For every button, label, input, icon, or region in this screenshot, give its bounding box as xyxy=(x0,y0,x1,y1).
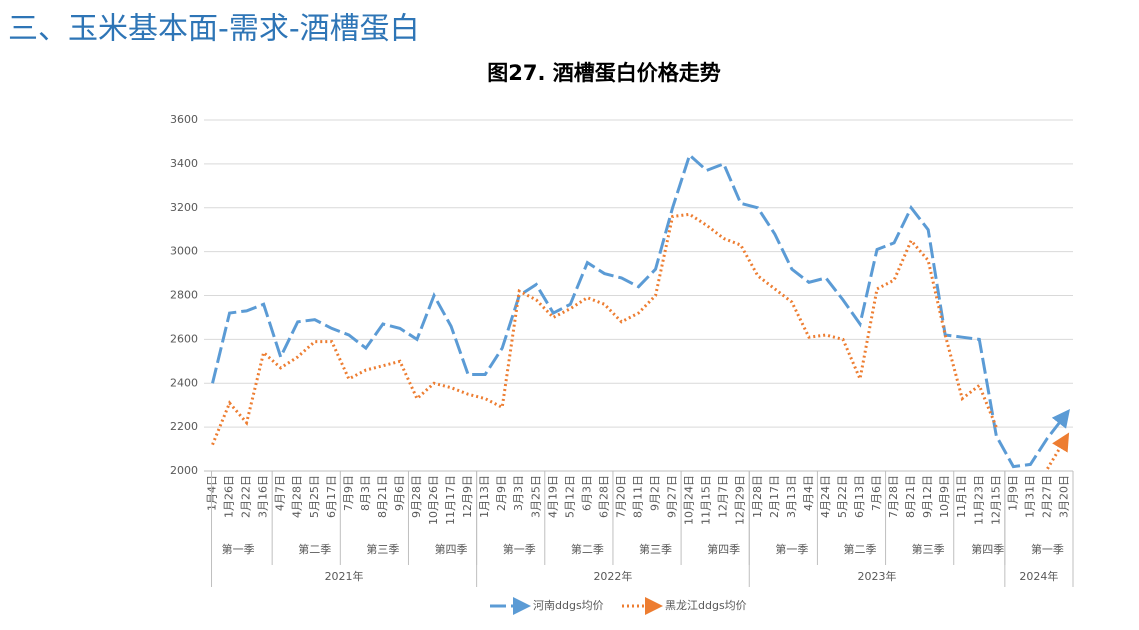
y-tick-label: 3000 xyxy=(170,245,198,258)
x-tick-label: 10月24日 xyxy=(683,475,696,525)
x-tick-label: 6月28日 xyxy=(597,475,610,518)
year-label: 2023年 xyxy=(858,569,897,583)
x-tick-label: 7月20日 xyxy=(614,475,627,518)
year-label: 2024年 xyxy=(1019,569,1058,583)
legend-label: 黑龙江ddgs均价 xyxy=(665,599,747,612)
x-tick-label: 10月26日 xyxy=(427,475,440,525)
x-tick-label: 4月7日 xyxy=(274,475,287,511)
year-label: 2022年 xyxy=(593,569,632,583)
x-tick-label: 4月24日 xyxy=(819,475,832,518)
x-tick-label: 11月23日 xyxy=(972,475,985,525)
x-tick-label: 11月17日 xyxy=(444,475,457,525)
series-line xyxy=(211,152,1071,469)
quarter-label: 第二季 xyxy=(298,542,331,556)
x-tick-label: 2月9日 xyxy=(495,475,508,511)
quarter-label: 第一季 xyxy=(775,542,808,556)
y-tick-label: 2800 xyxy=(170,289,198,302)
x-tick-label: 7月6日 xyxy=(870,475,883,511)
x-tick-label: 9月12日 xyxy=(921,475,934,518)
y-tick-label: 3600 xyxy=(170,113,198,126)
y-tick-label: 3400 xyxy=(170,157,198,170)
year-label: 2021年 xyxy=(325,569,364,583)
y-tick-label: 2200 xyxy=(170,420,198,433)
y-tick-label: 2000 xyxy=(170,464,198,477)
quarter-label: 第四季 xyxy=(707,542,740,556)
x-tick-label: 8月21日 xyxy=(376,475,389,518)
x-tick-label: 6月3日 xyxy=(580,475,593,511)
quarter-label: 第三季 xyxy=(639,542,672,556)
x-tick-label: 3月25日 xyxy=(529,475,542,518)
x-tick-label: 8月11日 xyxy=(632,475,645,518)
page-title: 三、玉米基本面-需求-酒槽蛋白 xyxy=(8,12,420,47)
x-tick-label: 12月9日 xyxy=(461,475,474,518)
x-tick-label: 12月29日 xyxy=(734,475,747,525)
series-line xyxy=(1046,432,1070,470)
x-tick-label: 5月25日 xyxy=(308,475,321,518)
y-tick-label: 3200 xyxy=(170,201,198,214)
x-tick-label: 10月9日 xyxy=(938,475,951,518)
quarter-label: 第二季 xyxy=(844,542,877,556)
x-tick-label: 4月19日 xyxy=(546,475,559,518)
legend-label: 河南ddgs均价 xyxy=(533,599,604,612)
quarter-label: 第二季 xyxy=(571,542,604,556)
quarter-label: 第一季 xyxy=(503,542,536,556)
x-tick-label: 1月31日 xyxy=(1023,475,1036,518)
x-tick-label: 3月20日 xyxy=(1057,475,1070,518)
x-tick-label: 8月3日 xyxy=(359,475,372,511)
x-tick-label: 2月27日 xyxy=(1040,475,1053,518)
x-tick-label: 11月1日 xyxy=(955,475,968,518)
x-tick-label: 11月15日 xyxy=(700,475,713,525)
x-tick-label: 9月2日 xyxy=(649,475,662,511)
x-tick-label: 8月21日 xyxy=(904,475,917,518)
x-tick-label: 12月15日 xyxy=(989,475,1002,525)
x-tick-label: 2月17日 xyxy=(768,475,781,518)
x-tick-label: 1月9日 xyxy=(1006,475,1019,511)
x-tick-label: 4月28日 xyxy=(291,475,304,518)
quarter-label: 第三季 xyxy=(912,542,945,556)
x-tick-label: 3月16日 xyxy=(257,475,270,518)
x-tick-label: 7月28日 xyxy=(887,475,900,518)
quarter-label: 第一季 xyxy=(222,542,255,556)
x-tick-label: 7月9日 xyxy=(342,475,355,511)
x-tick-label: 3月3日 xyxy=(512,475,525,511)
x-tick-label: 12月7日 xyxy=(717,475,730,518)
chart-title: 图27. 酒槽蛋白价格走势 xyxy=(487,61,721,85)
x-tick-label: 5月12日 xyxy=(563,475,576,518)
x-tick-label: 6月17日 xyxy=(325,475,338,518)
x-tick-label: 5月22日 xyxy=(836,475,849,518)
x-tick-label: 4月4日 xyxy=(802,475,815,511)
x-tick-label: 1月13日 xyxy=(478,475,491,518)
quarter-label: 第一季 xyxy=(1031,542,1064,556)
x-tick-label: 9月28日 xyxy=(410,475,423,518)
x-tick-label: 1月28日 xyxy=(751,475,764,518)
x-tick-label: 1月26日 xyxy=(223,475,236,518)
quarter-label: 第三季 xyxy=(366,542,399,556)
x-tick-label: 2月22日 xyxy=(240,475,253,518)
x-tick-label: 6月13日 xyxy=(853,475,866,518)
x-tick-label: 3月13日 xyxy=(785,475,798,518)
x-tick-label: 9月6日 xyxy=(393,475,406,511)
x-tick-label: 9月27日 xyxy=(666,475,679,518)
y-tick-label: 2600 xyxy=(170,332,198,345)
y-tick-label: 2400 xyxy=(170,376,198,389)
quarter-label: 第四季 xyxy=(435,542,468,556)
quarter-label: 第四季 xyxy=(971,542,1004,556)
